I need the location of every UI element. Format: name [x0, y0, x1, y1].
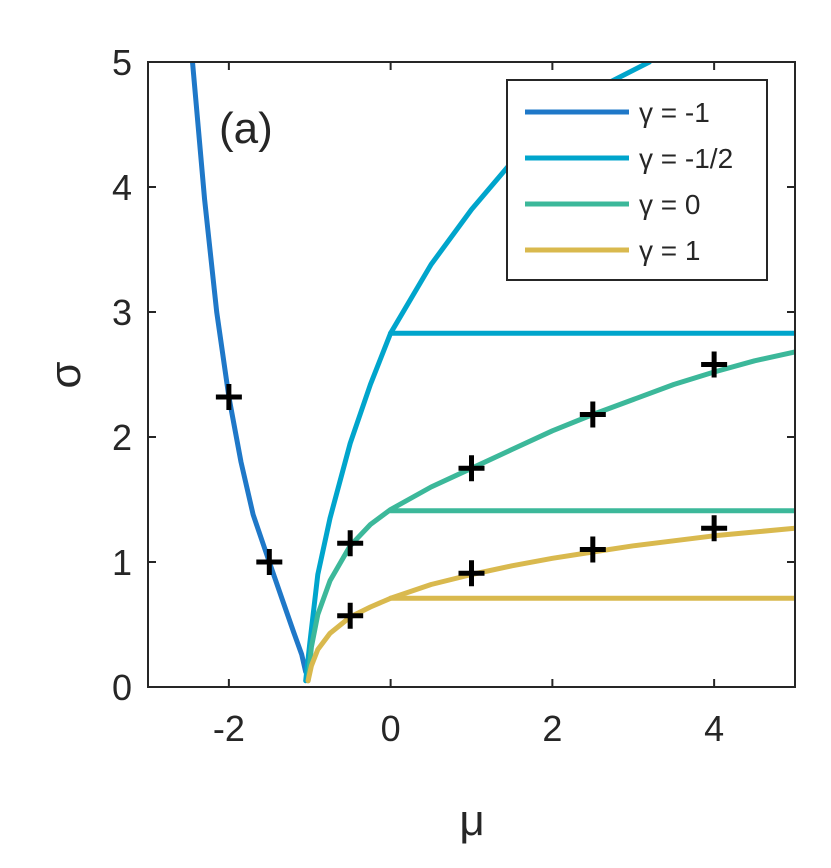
- plus-marker-1: [256, 549, 283, 575]
- plus-marker-6: [579, 401, 606, 428]
- y-tick-label-4: 4: [112, 167, 132, 208]
- plus-marker-4: [458, 455, 485, 482]
- x-axis-label: μ: [459, 796, 484, 845]
- marker-group: [215, 351, 728, 629]
- plus-marker-3: [337, 602, 364, 629]
- x-tick-label-1: 0: [381, 708, 401, 749]
- plus-marker-8: [701, 351, 728, 378]
- y-tick-label-3: 3: [112, 292, 132, 333]
- legend-label-0: γ = -1: [639, 97, 710, 128]
- y-axis-label: σ: [41, 361, 90, 388]
- axes-box: [147, 61, 796, 688]
- legend-label-3: γ = 1: [639, 235, 700, 266]
- plus-marker-7: [579, 536, 606, 563]
- y-tick-label-5: 5: [112, 42, 132, 83]
- series-line-3: [305, 349, 795, 684]
- y-tick-label-1: 1: [112, 542, 132, 583]
- plus-marker-0: [215, 384, 242, 410]
- plus-marker-9: [701, 515, 728, 542]
- series-line-5: [305, 525, 795, 684]
- plus-marker-2: [337, 530, 364, 557]
- plot-area: [147, 61, 796, 688]
- tick-layer: -2 0 2 4 0 1 2 3 4 5: [112, 42, 795, 749]
- x-tick-label-2: 2: [542, 708, 562, 749]
- legend-label-1: γ = -1/2: [639, 143, 733, 174]
- legend: γ = -1 γ = -1/2 γ = 0 γ = 1: [506, 79, 768, 281]
- plus-marker-5: [458, 560, 485, 587]
- x-tick-label-0: -2: [213, 708, 245, 749]
- x-tick-label-3: 4: [704, 708, 724, 749]
- panel-label: (a): [219, 104, 273, 153]
- series-line-0: [190, 62, 309, 675]
- legend-label-2: γ = 0: [639, 189, 700, 220]
- y-tick-label-0: 0: [112, 667, 132, 708]
- y-tick-label-2: 2: [112, 417, 132, 458]
